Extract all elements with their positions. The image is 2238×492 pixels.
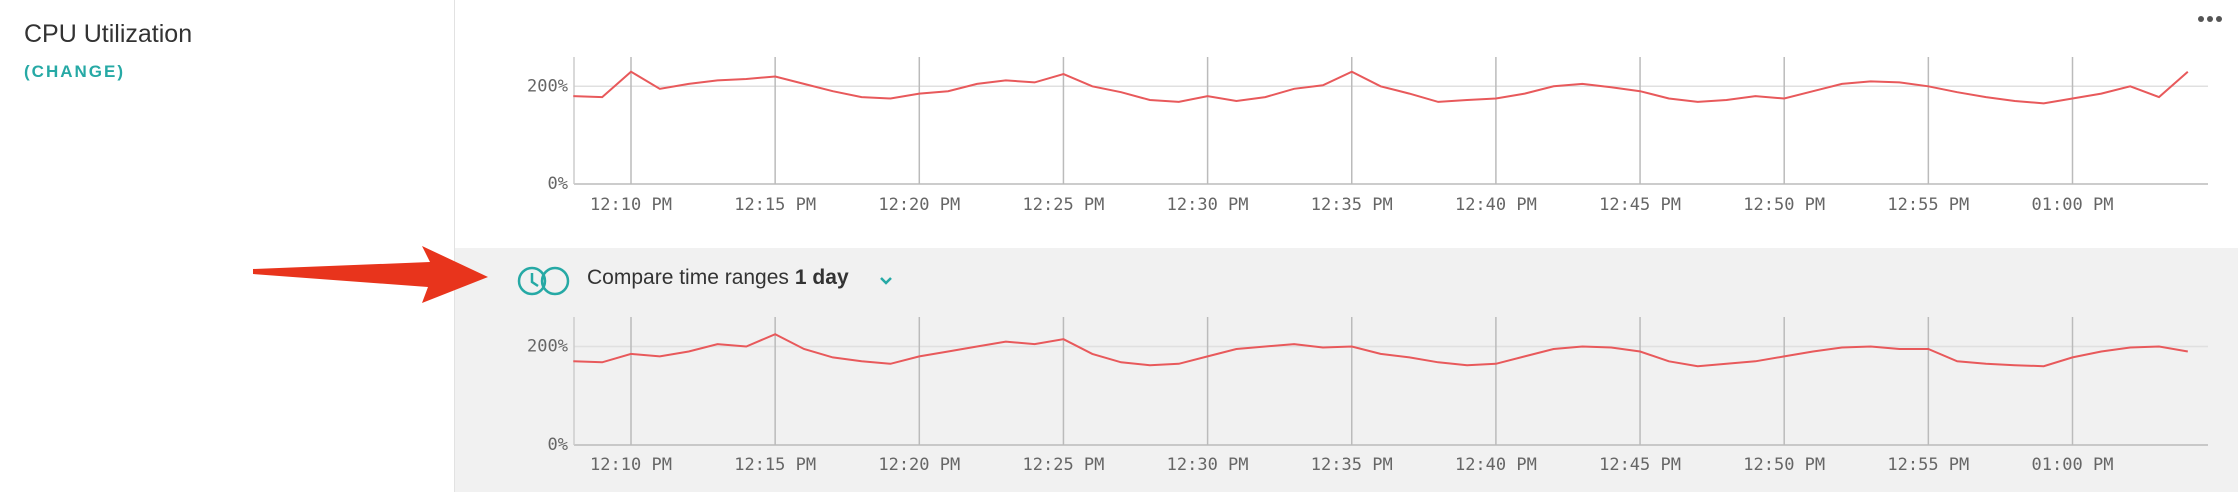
- x-tick-label: 12:55 PM: [1887, 195, 1969, 215]
- x-tick-label: 12:45 PM: [1599, 455, 1681, 475]
- change-link[interactable]: (CHANGE): [24, 62, 125, 81]
- x-tick-label: 12:10 PM: [590, 195, 672, 215]
- x-tick-label: 12:50 PM: [1743, 195, 1825, 215]
- x-tick-label: 12:30 PM: [1167, 455, 1249, 475]
- y-tick-label: 0%: [548, 174, 568, 194]
- compare-label: Compare time ranges: [587, 266, 789, 289]
- y-tick-label: 200%: [527, 337, 568, 357]
- x-tick-label: 12:35 PM: [1311, 455, 1393, 475]
- clock-icon[interactable]: [517, 266, 570, 296]
- x-tick-label: 12:55 PM: [1887, 455, 1969, 475]
- x-tick-label: 12:25 PM: [1023, 195, 1105, 215]
- x-tick-label: 12:35 PM: [1311, 195, 1393, 215]
- x-tick-label: 12:15 PM: [734, 455, 816, 475]
- x-tick-label: 01:00 PM: [2032, 195, 2114, 215]
- arrow: [253, 246, 488, 303]
- x-tick-label: 12:50 PM: [1743, 455, 1825, 475]
- x-tick-label: 12:45 PM: [1599, 195, 1681, 215]
- side-panel: CPU Utilization (CHANGE): [0, 0, 455, 492]
- x-tick-label: 12:10 PM: [590, 455, 672, 475]
- compare-value[interactable]: 1 day: [794, 266, 849, 289]
- compare-control[interactable]: Compare time ranges 1 day: [587, 266, 849, 290]
- x-tick-label: 12:25 PM: [1023, 455, 1105, 475]
- x-tick-label: 12:40 PM: [1455, 455, 1537, 475]
- y-tick-label: 0%: [548, 435, 568, 455]
- y-tick-label: 200%: [527, 76, 568, 96]
- x-tick-label: 12:20 PM: [878, 195, 960, 215]
- panel-title: CPU Utilization: [24, 20, 193, 48]
- menu-dots[interactable]: [2198, 16, 2222, 22]
- x-tick-label: 12:40 PM: [1455, 195, 1537, 215]
- compare-band: [455, 248, 2238, 492]
- x-tick-label: 01:00 PM: [2032, 455, 2114, 475]
- dropdown-chevron[interactable]: [880, 277, 892, 285]
- cpu-line: [573, 333, 2188, 368]
- cpu-line: [573, 70, 2189, 105]
- x-tick-label: 12:15 PM: [734, 195, 816, 215]
- x-tick-label: 12:20 PM: [878, 455, 960, 475]
- x-tick-label: 12:30 PM: [1167, 195, 1249, 215]
